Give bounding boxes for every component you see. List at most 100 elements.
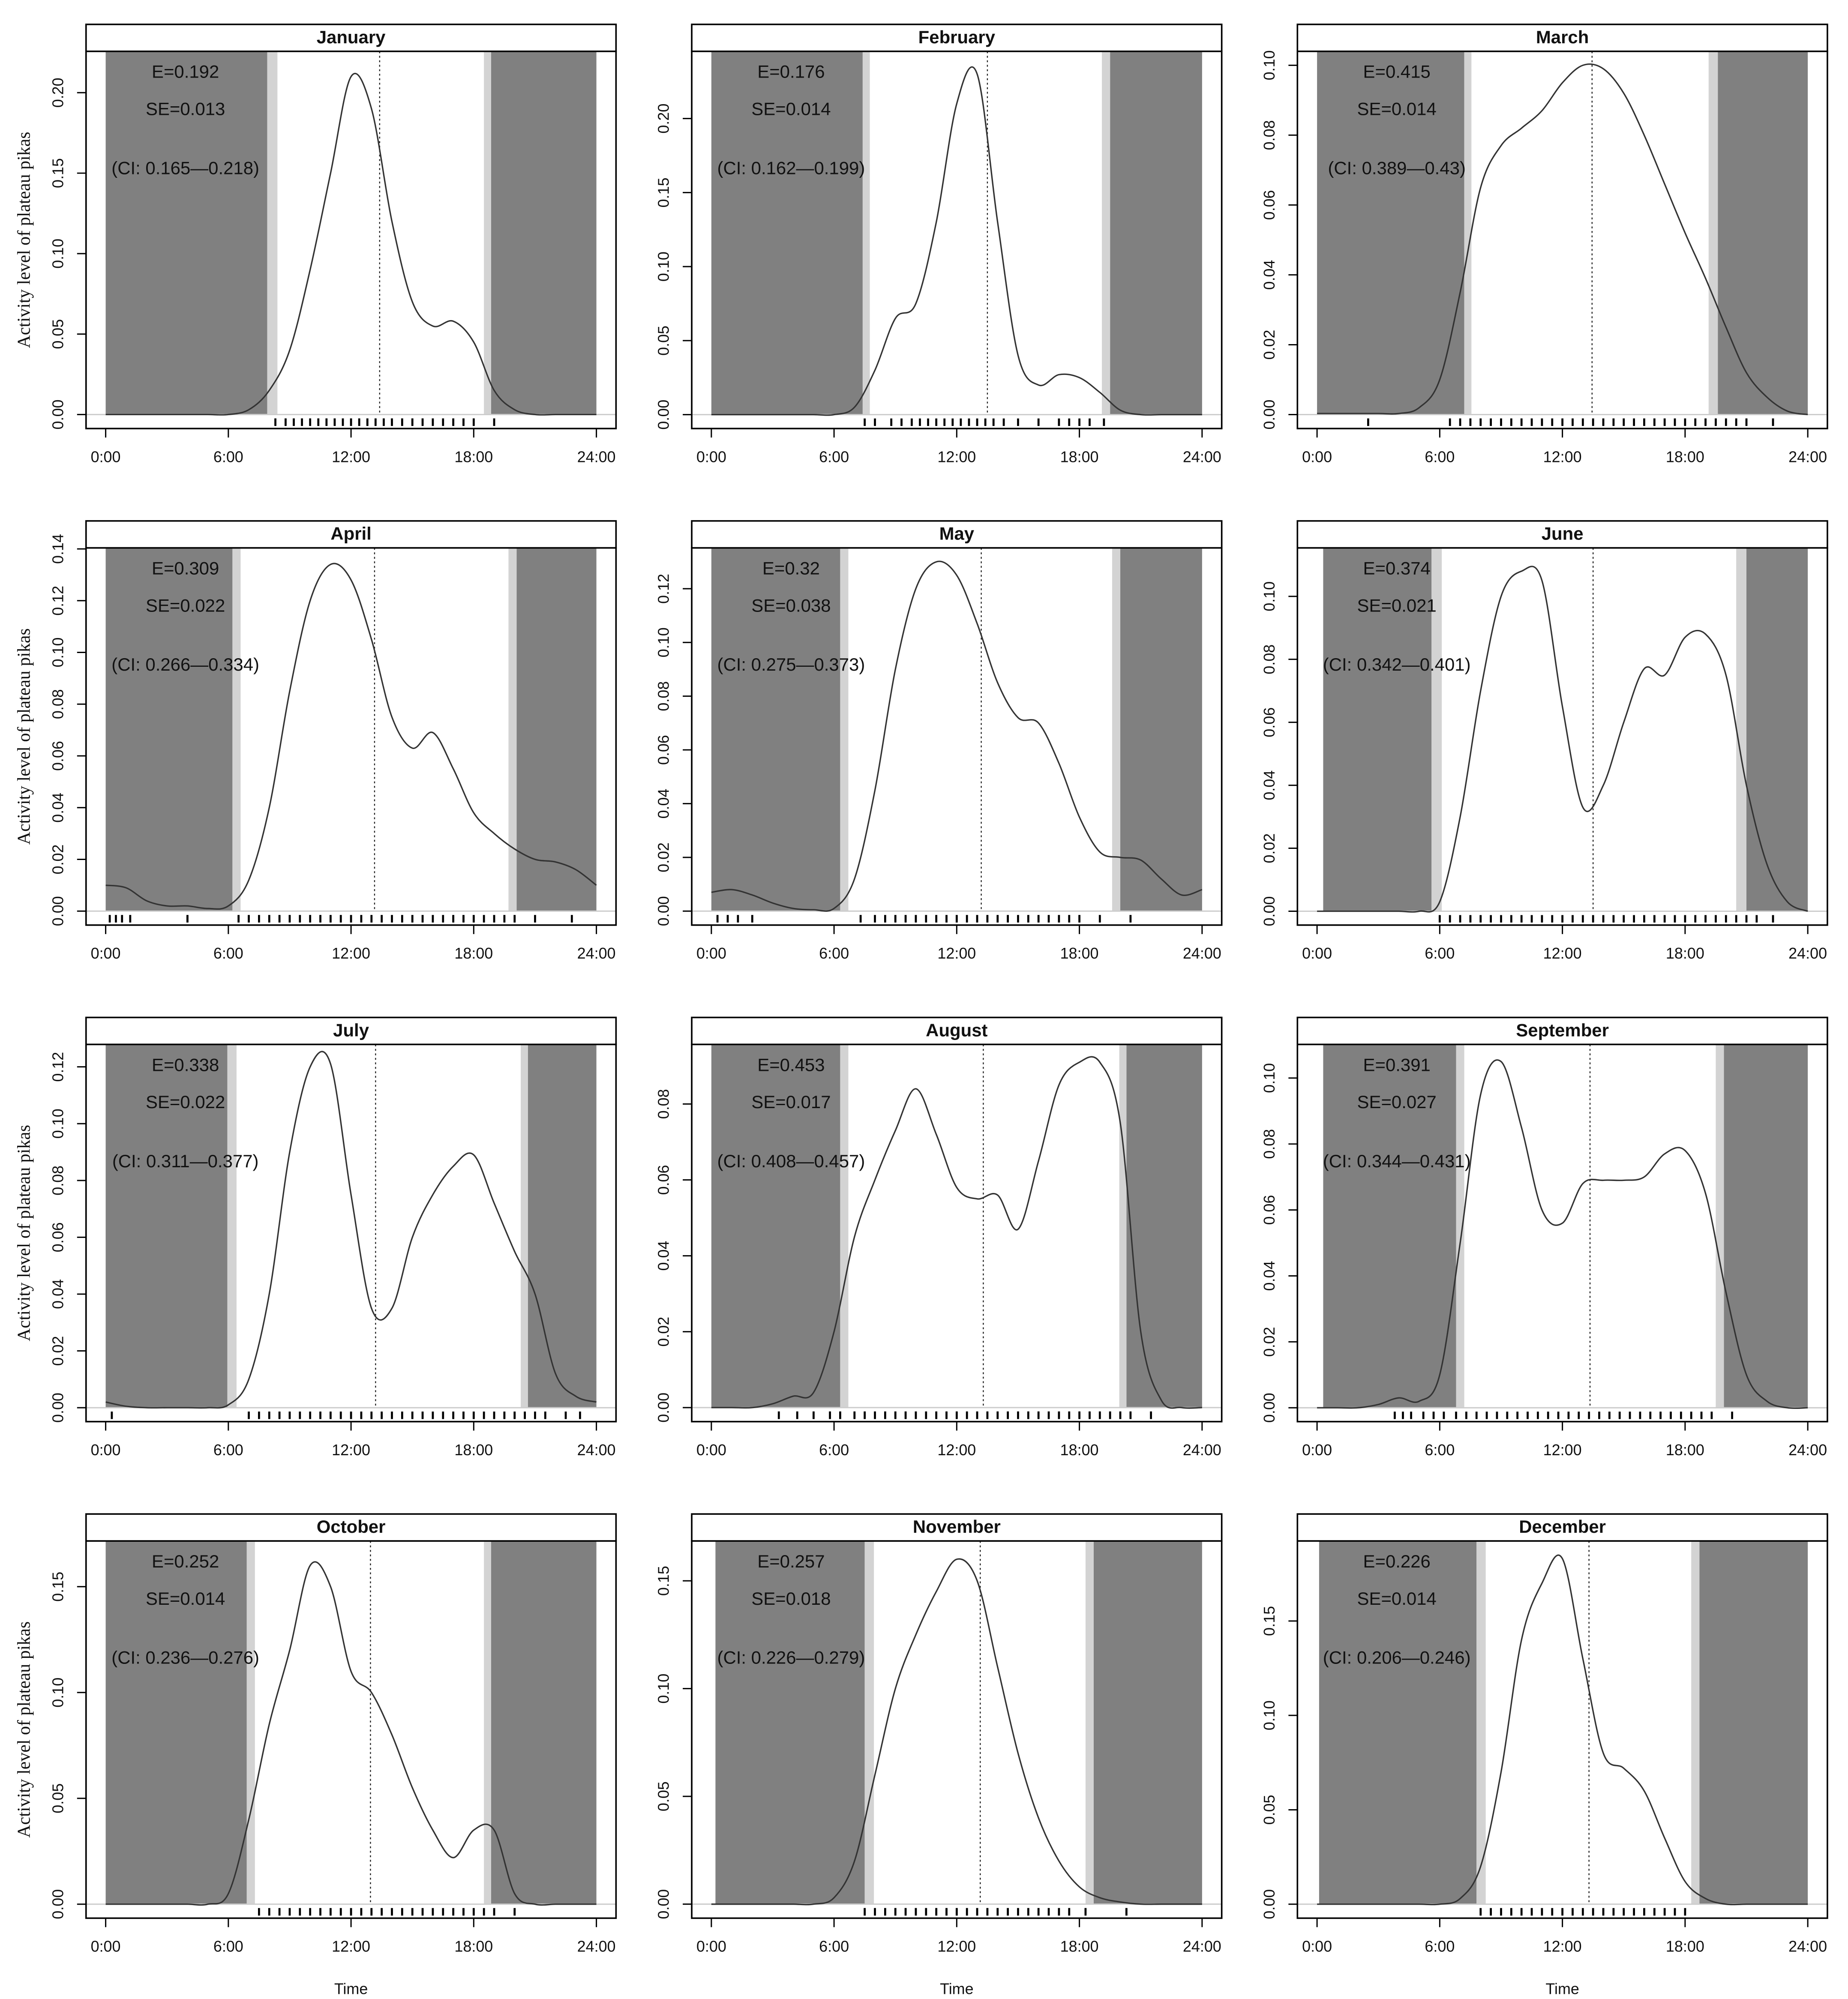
title-box	[85, 24, 617, 52]
x-tick-label: 0:00	[1302, 1441, 1332, 1459]
y-tick-label: 0.00	[655, 1889, 672, 1919]
y-tick-label: 0.12	[655, 574, 672, 604]
x-tick-label: 24:00	[1788, 448, 1827, 465]
x-axis-label: Time	[334, 1980, 368, 1998]
annotation: (CI: 0.162—0.199)	[717, 158, 865, 178]
x-tick-label: 18:00	[454, 448, 493, 465]
x-tick-label: 6:00	[1425, 1441, 1455, 1459]
x-tick-label: 12:00	[937, 944, 976, 962]
annotation: (CI: 0.206—0.246)	[1323, 1648, 1471, 1668]
annotation: SE=0.018	[751, 1588, 831, 1609]
twilight-band	[1708, 51, 1718, 415]
night-band	[105, 1541, 247, 1904]
y-tick-label: 0.04	[1260, 770, 1278, 800]
x-tick-label: 18:00	[1666, 448, 1704, 465]
y-tick-label: 0.06	[655, 1165, 672, 1195]
panel-title: April	[330, 524, 371, 544]
x-tick-label: 6:00	[213, 1938, 243, 1955]
x-tick-label: 12:00	[937, 1441, 976, 1459]
y-tick-label: 0.00	[49, 1393, 66, 1423]
x-tick-label: 0:00	[1302, 944, 1332, 962]
night-band	[491, 1541, 597, 1904]
y-tick-label: 0.20	[655, 104, 672, 134]
y-tick-label: 0.05	[655, 326, 672, 356]
y-tick-label: 0.02	[655, 1317, 672, 1347]
annotation: E=0.309	[152, 558, 219, 578]
y-tick-label: 0.04	[655, 788, 672, 818]
x-tick-label: 6:00	[1425, 1938, 1455, 1955]
x-axis-label: Time	[1545, 1980, 1579, 1998]
twilight-band	[246, 1541, 255, 1904]
twilight-band	[1476, 1541, 1486, 1904]
y-tick-label: 0.05	[1260, 1795, 1278, 1825]
title-box	[1296, 24, 1828, 52]
annotation: E=0.176	[757, 62, 825, 82]
y-tick-label: 0.02	[655, 842, 672, 872]
y-tick-label: 0.08	[655, 1089, 672, 1119]
annotation: E=0.453	[757, 1055, 825, 1075]
x-tick-label: 12:00	[1543, 1441, 1582, 1459]
night-band	[1120, 548, 1202, 911]
y-tick-label: 0.10	[49, 1109, 66, 1139]
panel: June E=0.374 SE=0.021 (CI: 0.342—0.401) 0.00…	[1260, 520, 1828, 962]
x-tick-label: 18:00	[1060, 1441, 1099, 1459]
twilight-band	[1085, 1541, 1094, 1904]
x-tick-label: 24:00	[577, 448, 616, 465]
y-tick-label: 0.04	[1260, 260, 1278, 290]
y-tick-label: 0.04	[49, 793, 66, 823]
x-tick-label: 12:00	[332, 448, 370, 465]
x-tick-label: 24:00	[577, 1441, 616, 1459]
twilight-band	[1456, 1044, 1464, 1408]
twilight-band	[1464, 51, 1472, 415]
activity-curve	[711, 1558, 1202, 1906]
twilight-band	[1736, 548, 1747, 911]
panel-title: August	[926, 1020, 987, 1040]
x-tick-label: 6:00	[1425, 944, 1455, 962]
y-tick-label: 0.12	[49, 586, 66, 616]
x-tick-label: 24:00	[1183, 448, 1221, 465]
y-tick-label: 0.05	[655, 1781, 672, 1811]
y-tick-label: 0.02	[1260, 833, 1278, 863]
activity-curve	[105, 73, 597, 416]
activity-curve	[711, 560, 1203, 912]
panel-title: March	[1536, 27, 1589, 47]
night-band	[715, 1541, 865, 1904]
night-band	[528, 1044, 597, 1408]
y-tick-label: 0.00	[49, 896, 66, 926]
twilight-band	[484, 51, 491, 415]
y-tick-label: 0.15	[1260, 1606, 1278, 1636]
y-tick-label: 0.10	[49, 1678, 66, 1708]
annotation: E=0.192	[152, 62, 219, 82]
annotation: (CI: 0.266—0.334)	[111, 654, 259, 674]
y-tick-label: 0.06	[1260, 190, 1278, 220]
x-tick-label: 18:00	[454, 1441, 493, 1459]
panel: February E=0.176 SE=0.014 (CI: 0.162—0.199)…	[655, 24, 1223, 465]
twilight-band	[862, 51, 870, 415]
y-tick-label: 0.12	[49, 1052, 66, 1082]
annotation: (CI: 0.408—0.457)	[717, 1151, 865, 1171]
annotation: SE=0.014	[146, 1588, 225, 1609]
activity-curve	[711, 1056, 1202, 1409]
x-tick-label: 24:00	[577, 1938, 616, 1955]
y-tick-label: 0.02	[49, 1336, 66, 1366]
twilight-band	[232, 548, 241, 911]
x-tick-label: 0:00	[696, 448, 726, 465]
y-tick-label: 0.15	[655, 177, 672, 207]
title-box	[1296, 520, 1828, 549]
night-band	[1323, 1044, 1456, 1408]
y-axis-label: Activity level of plateau pikas	[15, 1125, 34, 1341]
twilight-band	[484, 1541, 491, 1904]
x-tick-label: 12:00	[1543, 1938, 1582, 1955]
x-tick-label: 18:00	[454, 944, 493, 962]
y-tick-label: 0.06	[49, 1222, 66, 1252]
x-tick-label: 0:00	[91, 1441, 121, 1459]
annotation: E=0.257	[757, 1551, 825, 1571]
y-tick-label: 0.08	[1260, 1129, 1278, 1159]
x-tick-label: 6:00	[819, 944, 849, 962]
y-tick-label: 0.00	[49, 399, 66, 429]
x-tick-label: 6:00	[213, 944, 243, 962]
panel: July E=0.338 SE=0.022 (CI: 0.311—0.377) 0.00…	[15, 1016, 617, 1459]
panel: September E=0.391 SE=0.027 (CI: 0.344—0.431…	[1260, 1016, 1828, 1459]
panel: March E=0.415 SE=0.014 (CI: 0.389—0.43) 0.00…	[1260, 24, 1828, 465]
